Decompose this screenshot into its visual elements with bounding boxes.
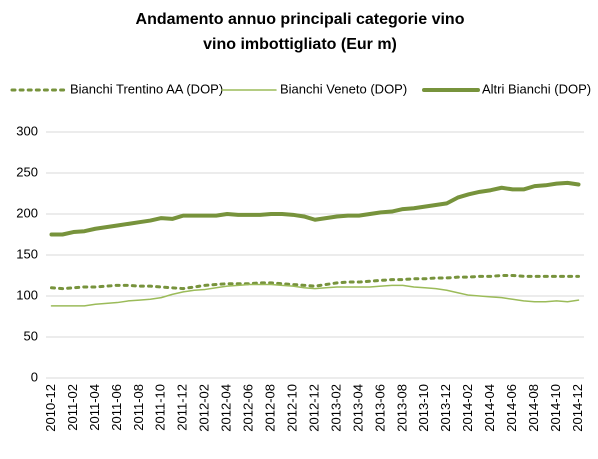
x-tick-label: 2014-02	[460, 384, 475, 432]
x-tick-label: 2011-12	[175, 384, 190, 431]
legend-label: Altri Bianchi (DOP)	[482, 81, 591, 96]
x-tick-label: 2010-12	[43, 384, 58, 432]
x-tick-label: 2013-04	[350, 384, 365, 432]
x-tick-label: 2014-06	[504, 384, 519, 432]
x-tick-label: 2013-10	[416, 384, 431, 432]
chart-subtitle: vino imbottigliato (Eur m)	[203, 36, 397, 53]
x-tick-label: 2014-10	[548, 384, 563, 432]
x-tick-label: 2011-08	[131, 384, 146, 431]
x-tick-label: 2011-06	[109, 384, 124, 431]
x-tick-label: 2012-08	[263, 384, 278, 432]
x-tick-label: 2014-08	[526, 384, 541, 432]
chart-title: Andamento annuo principali categorie vin…	[136, 11, 465, 28]
x-tick-label: 2012-10	[284, 384, 299, 432]
x-tick-label: 2011-10	[153, 384, 168, 431]
y-tick-label: 250	[16, 164, 38, 179]
x-tick-label: 2013-08	[394, 384, 409, 432]
x-tick-label: 2014-04	[482, 384, 497, 432]
x-tick-label: 2013-12	[438, 384, 453, 432]
y-tick-label: 300	[16, 123, 38, 138]
x-tick-label: 2013-02	[328, 384, 343, 432]
y-tick-label: 150	[16, 246, 38, 261]
y-tick-label: 50	[24, 328, 38, 343]
x-tick-label: 2012-04	[219, 384, 234, 432]
legend-label: Bianchi Veneto (DOP)	[280, 81, 407, 96]
x-tick-label: 2011-02	[65, 384, 80, 431]
x-tick-label: 2012-12	[306, 384, 321, 432]
line-series	[50, 283, 580, 307]
line-series	[49, 274, 581, 291]
x-tick-label: 2012-06	[241, 384, 256, 432]
x-tick-label: 2014-12	[570, 384, 585, 432]
y-tick-label: 0	[31, 369, 38, 384]
legend-label: Bianchi Trentino AA (DOP)	[70, 81, 223, 96]
x-tick-label: 2013-06	[372, 384, 387, 432]
y-tick-label: 200	[16, 205, 38, 220]
y-tick-label: 100	[16, 287, 38, 302]
line-series	[49, 180, 581, 237]
x-tick-label: 2012-02	[197, 384, 212, 432]
x-tick-label: 2011-04	[87, 384, 102, 431]
